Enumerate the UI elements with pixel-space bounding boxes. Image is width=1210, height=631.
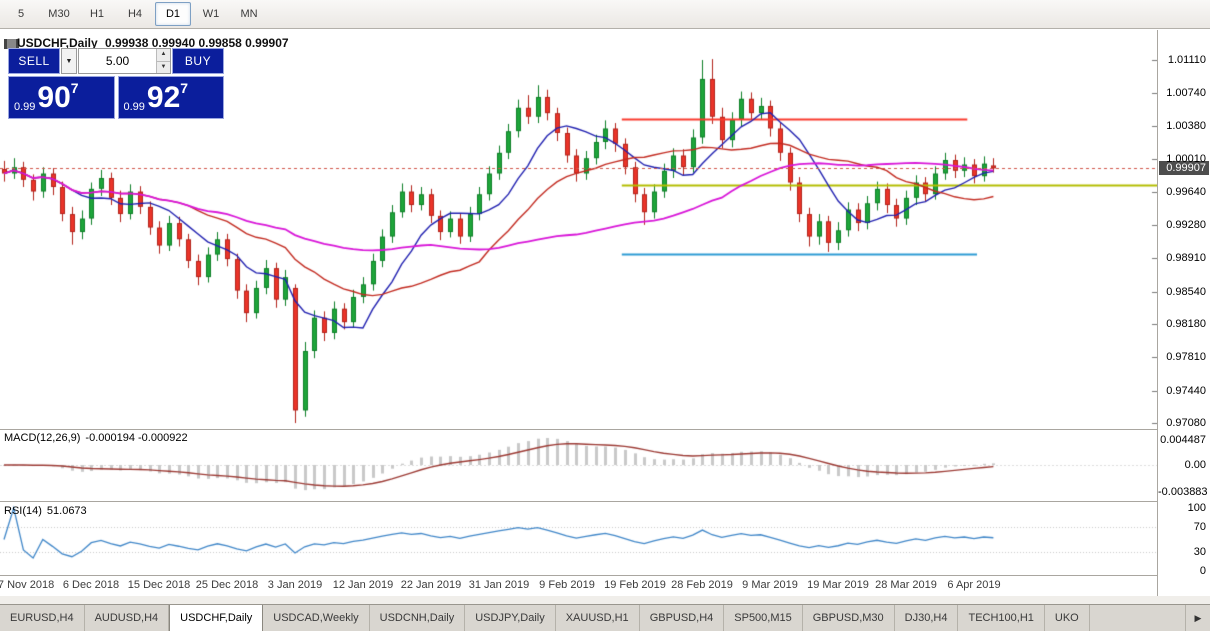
spinner-up-icon[interactable]: ▲ xyxy=(157,49,170,62)
bid-price-big: 90 xyxy=(37,80,71,114)
date-axis-label: 9 Mar 2019 xyxy=(742,579,798,591)
date-axis-label: 15 Dec 2018 xyxy=(127,579,191,591)
macd-label: MACD(12,26,9) -0.000194 -0.000922 xyxy=(4,432,193,444)
rsi-label: RSI(14) 51.0673 xyxy=(4,505,92,517)
rsi-panel-canvas[interactable] xyxy=(0,502,1157,575)
macd-scale-label: 0.004487 xyxy=(1160,434,1206,446)
volume-spinner: ▲ ▼ xyxy=(156,49,170,73)
price-scale-label: 0.97810 xyxy=(1166,351,1206,363)
volume-field: ▲ ▼ xyxy=(78,48,171,74)
chart-tabs: EURUSD,H4 AUDUSD,H4 USDCHF,Daily USDCAD,Wee… xyxy=(0,605,1090,631)
panel-divider xyxy=(0,575,1210,576)
price-scale-label: 1.01110 xyxy=(1167,54,1206,66)
chart-tab-sp500-m15[interactable]: SP500,M15 xyxy=(724,605,803,631)
timeframe-toolbar: 5 M30 H1 H4 D1 W1 MN xyxy=(0,0,1210,29)
volume-input[interactable] xyxy=(79,53,156,69)
price-scale[interactable]: 0.99907 1.01110 1.00740 1.00380 1.00010 0.99… xyxy=(1158,30,1210,596)
date-axis-label: 22 Jan 2019 xyxy=(400,579,462,591)
timeframe-button-h1[interactable]: H1 xyxy=(89,8,105,20)
date-axis-label: 28 Feb 2019 xyxy=(671,579,733,591)
panel-divider xyxy=(0,429,1210,430)
chart-tab-usdcnh-daily[interactable]: USDCNH,Daily xyxy=(370,605,466,631)
rsi-scale-label: 0 xyxy=(1199,565,1206,577)
chart-tab-tech100-h1[interactable]: TECH100,H1 xyxy=(958,605,1045,631)
chart-tab-uko[interactable]: UKO xyxy=(1045,605,1090,631)
chevron-down-icon: ▼ xyxy=(65,57,73,65)
sell-price-panel[interactable]: 0.99 90 7 xyxy=(8,76,115,119)
bid-price-sup: 7 xyxy=(70,80,79,96)
timeframe-button-w1[interactable]: W1 xyxy=(202,8,220,20)
ask-price-big: 92 xyxy=(146,80,181,114)
buy-button[interactable]: BUY xyxy=(172,48,224,74)
chart-tab-eurusd-h4[interactable]: EURUSD,H4 xyxy=(0,605,85,631)
bid-price-small: 0.99 xyxy=(14,101,36,113)
macd-values: -0.000194 -0.000922 xyxy=(85,432,188,444)
date-axis-label: 19 Mar 2019 xyxy=(807,579,869,591)
macd-scale-label: 0.00 xyxy=(1184,459,1206,471)
price-scale-label: 1.00740 xyxy=(1166,87,1206,99)
bid-price-tag: 0.99907 xyxy=(1159,161,1209,175)
chart-tab-dj30-h4[interactable]: DJ30,H4 xyxy=(895,605,959,631)
chart-tab-xauusd-h1[interactable]: XAUUSD,H1 xyxy=(556,605,640,631)
price-scale-label: 1.00380 xyxy=(1166,120,1206,132)
macd-panel-canvas[interactable] xyxy=(0,430,1157,501)
price-scale-label: 0.99640 xyxy=(1166,186,1206,198)
price-scale-label: 0.99280 xyxy=(1166,219,1206,231)
date-axis-label: 31 Jan 2019 xyxy=(468,579,530,591)
timeframe-button-mn[interactable]: MN xyxy=(240,8,258,20)
panel-divider xyxy=(0,501,1210,502)
rsi-scale-label: 70 xyxy=(1193,521,1206,533)
date-axis-label: 9 Feb 2019 xyxy=(539,579,595,591)
chart-tab-usdjpy-daily[interactable]: USDJPY,Daily xyxy=(465,605,556,631)
sell-button[interactable]: SELL xyxy=(8,48,60,74)
date-axis-label: 28 Mar 2019 xyxy=(875,579,937,591)
macd-name: MACD(12,26,9) xyxy=(4,432,81,444)
chart-tab-usdcad-weekly[interactable]: USDCAD,Weekly xyxy=(263,605,370,631)
date-axis-label: 19 Feb 2019 xyxy=(604,579,666,591)
volume-dropdown-button[interactable]: ▼ xyxy=(61,48,77,74)
timeframe-button-d1[interactable]: D1 xyxy=(155,2,191,26)
ask-price-small: 0.99 xyxy=(123,101,145,113)
rsi-scale-label: 100 xyxy=(1187,502,1206,514)
price-scale-label: 0.97080 xyxy=(1166,417,1206,429)
price-scale-label: 1.00010 xyxy=(1166,153,1206,165)
price-scale-label: 0.98540 xyxy=(1166,286,1206,298)
chart-symbol-period: USDCHF,Daily xyxy=(17,36,98,50)
timeframe-button-m30[interactable]: M30 xyxy=(48,8,70,20)
one-click-trading-widget: SELL ▼ ▲ ▼ BUY 0.99 90 7 0.99 92 xyxy=(8,48,224,119)
date-axis-label: 6 Apr 2019 xyxy=(947,579,1001,591)
chart-tab-usdchf-daily[interactable]: USDCHF,Daily xyxy=(169,605,264,631)
date-axis-label: 3 Jan 2019 xyxy=(267,579,323,591)
timeframe-button-h4[interactable]: H4 xyxy=(127,8,143,20)
tab-scroll-right-button[interactable]: ▶ xyxy=(1185,605,1210,631)
status-gap xyxy=(0,596,1210,604)
chart-tab-gbpusd-m30[interactable]: GBPUSD,M30 xyxy=(803,605,895,631)
price-scale-label: 0.98910 xyxy=(1166,252,1206,264)
buy-price-panel[interactable]: 0.99 92 7 xyxy=(117,76,224,119)
spinner-down-icon[interactable]: ▼ xyxy=(157,61,170,73)
price-scale-label: 0.98180 xyxy=(1166,318,1206,330)
timeframe-button-5[interactable]: 5 xyxy=(17,8,25,20)
date-axis-label: 12 Jan 2019 xyxy=(332,579,394,591)
date-axis[interactable]: 27 Nov 2018 6 Dec 2018 15 Dec 2018 25 Dec 2… xyxy=(0,576,1157,596)
price-scale-label: 0.97440 xyxy=(1166,385,1206,397)
rsi-value: 51.0673 xyxy=(46,505,87,517)
macd-scale-label: -0.003883 xyxy=(1158,486,1208,498)
rsi-scale-label: 30 xyxy=(1193,546,1206,558)
candlestick-chart-icon xyxy=(4,39,19,49)
rsi-name: RSI(14) xyxy=(4,505,42,517)
chart-tab-gbpusd-h4[interactable]: GBPUSD,H4 xyxy=(640,605,725,631)
date-axis-label: 6 Dec 2018 xyxy=(62,579,120,591)
date-axis-label: 27 Nov 2018 xyxy=(0,579,55,591)
ask-price-sup: 7 xyxy=(180,80,189,96)
chart-tabbar: EURUSD,H4 AUDUSD,H4 USDCHF,Daily USDCAD,Wee… xyxy=(0,604,1210,631)
price-scale-divider xyxy=(1157,30,1158,596)
chart-tab-audusd-h4[interactable]: AUDUSD,H4 xyxy=(85,605,170,631)
chart-title: USDCHF,Daily 0.99938 0.99940 0.99858 0.9… xyxy=(17,36,293,50)
date-axis-label: 25 Dec 2018 xyxy=(195,579,259,591)
chart-ohlc-values: 0.99938 0.99940 0.99858 0.99907 xyxy=(105,36,289,50)
